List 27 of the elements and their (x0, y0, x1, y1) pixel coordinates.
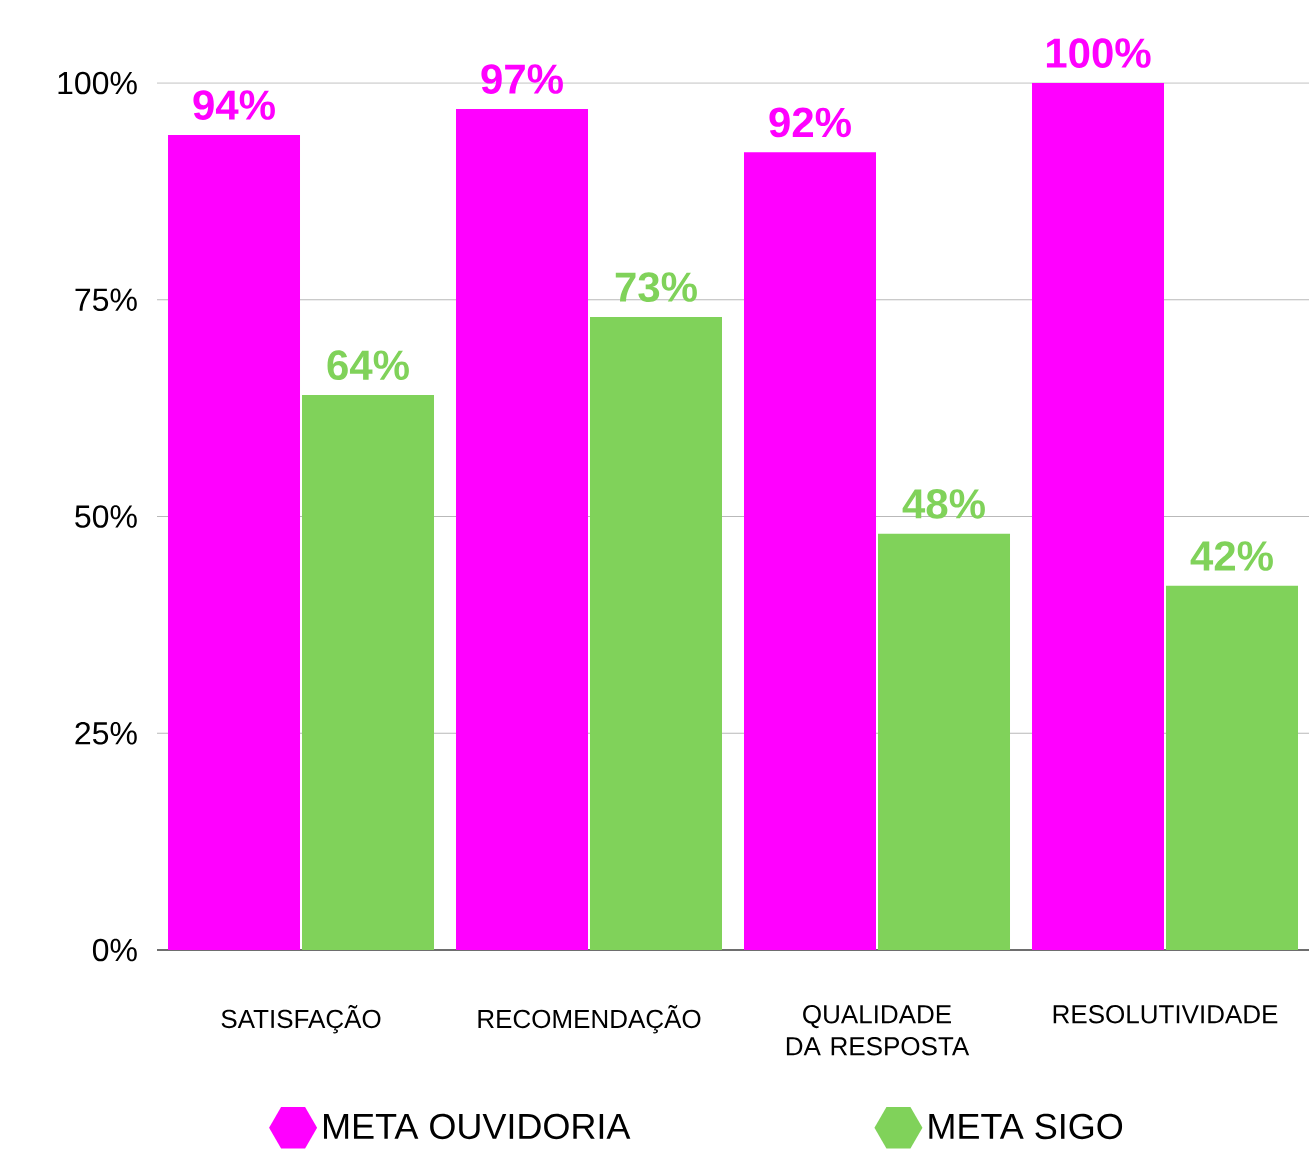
data-label: 94% (193, 90, 275, 120)
bar (1032, 83, 1165, 950)
bar (590, 317, 722, 950)
data-label: 42% (1190, 541, 1273, 571)
data-label: 92% (769, 107, 851, 138)
data-label: 64% (327, 350, 409, 381)
bar (302, 395, 435, 950)
y-tick-label: 25% (75, 721, 137, 745)
data-label: 73% (615, 272, 697, 303)
y-tick-label: 50% (75, 505, 137, 528)
data-label: 48% (902, 489, 985, 519)
bar (744, 152, 877, 950)
legend-label: META SIGO (929, 1113, 1123, 1140)
bar (1166, 585, 1299, 950)
data-label: 97% (481, 64, 563, 94)
y-tick-label: 75% (75, 288, 137, 311)
x-tick-label: SATISFAÇÃO (221, 1005, 381, 1034)
x-tick-label: QUALIDADE DA RESPOSTA (786, 1005, 970, 1056)
x-tick-label: RECOMENDAÇÃO (478, 1005, 701, 1034)
data-label: 100% (1046, 38, 1151, 68)
bar (168, 135, 301, 950)
y-tick-label: 100% (58, 71, 137, 95)
bar (456, 109, 588, 950)
x-tick-label: RESOLUTIVIDADE (1053, 1005, 1278, 1024)
bar (878, 533, 1011, 950)
legend-label: META OUVIDORIA (324, 1113, 631, 1140)
y-tick-label: 0% (92, 938, 137, 962)
